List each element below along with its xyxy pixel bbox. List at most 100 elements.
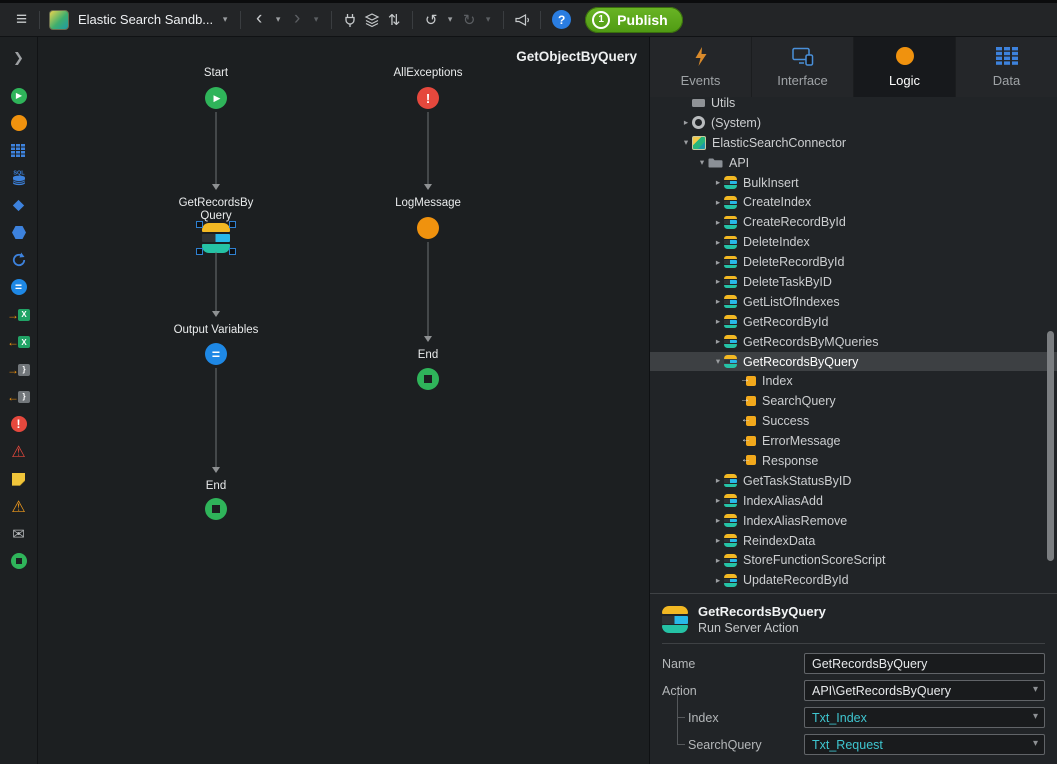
flow-node-end[interactable] bbox=[205, 498, 227, 520]
tree-item-gettaskstatusbyid[interactable]: ▸ GetTaskStatusByID bbox=[650, 471, 1057, 491]
exception-handler-icon[interactable]: ⚠ bbox=[11, 443, 26, 461]
aggregate-icon[interactable] bbox=[0, 137, 37, 164]
tree-expand-arrow[interactable]: ▸ bbox=[715, 216, 721, 227]
flow-connector-line[interactable] bbox=[215, 368, 217, 467]
flow-connector-line[interactable] bbox=[427, 112, 429, 184]
json-serialize-icon[interactable]: →} bbox=[0, 356, 37, 383]
flow-canvas[interactable]: GetObjectByQuery Start GetRecordsBy Query… bbox=[38, 37, 649, 764]
name-input[interactable]: GetRecordsByQuery bbox=[804, 653, 1045, 674]
tree-item-getrecordsbyquery[interactable]: ▾ GetRecordsByQuery bbox=[650, 351, 1057, 372]
tree-expand-arrow[interactable]: ▸ bbox=[715, 574, 721, 585]
module-dropdown-caret[interactable]: ▾ bbox=[222, 14, 228, 24]
redo-history-caret[interactable]: ▾ bbox=[485, 14, 491, 24]
help-button[interactable]: ? bbox=[552, 10, 572, 29]
tree-item-getlistofindexes[interactable]: ▸ GetListOfIndexes bbox=[650, 292, 1057, 312]
raise-exception-icon[interactable] bbox=[0, 411, 37, 438]
tree-item-updaterecordbyid[interactable]: ▸ UpdateRecordById bbox=[650, 570, 1057, 590]
tab-interface[interactable]: Interface bbox=[752, 37, 854, 97]
tree-item-response[interactable]: ← Response bbox=[650, 451, 1057, 471]
flow-node-getrecordsby-query[interactable] bbox=[196, 221, 236, 255]
tree-item--system-[interactable]: ▸ (System) bbox=[650, 113, 1057, 133]
tree-item-reindexdata[interactable]: ▸ ReindexData bbox=[650, 531, 1057, 551]
feedback-megaphone-icon[interactable] bbox=[511, 7, 533, 33]
trigger-icon[interactable]: ⚠ bbox=[11, 498, 26, 516]
selection-handle[interactable] bbox=[229, 248, 236, 255]
compare-merge-icon[interactable]: ⇅ bbox=[387, 11, 401, 29]
tree-expand-arrow[interactable]: ▸ bbox=[715, 515, 721, 526]
navigate-forward-button[interactable]: › bbox=[293, 8, 301, 29]
redo-button[interactable]: ↻ bbox=[462, 11, 476, 29]
tree-item-api[interactable]: ▾ API bbox=[650, 153, 1057, 173]
tree-item-createrecordbyid[interactable]: ▸ CreateRecordById bbox=[650, 212, 1057, 232]
forward-history-caret[interactable]: ▾ bbox=[313, 14, 319, 24]
tab-logic[interactable]: Logic bbox=[854, 37, 956, 97]
flow-connector-line[interactable] bbox=[215, 252, 217, 311]
start-icon[interactable] bbox=[0, 82, 37, 109]
tab-events[interactable]: Events bbox=[650, 37, 752, 97]
module-title[interactable]: Elastic Search Sandb... bbox=[78, 12, 214, 27]
tree-expand-arrow[interactable]: ▸ bbox=[715, 236, 721, 247]
layers-icon[interactable] bbox=[361, 7, 383, 33]
publish-button[interactable]: 1 Publish bbox=[585, 6, 683, 33]
tree-expand-arrow[interactable]: ▸ bbox=[715, 336, 721, 347]
tree-item-success[interactable]: ← Success bbox=[650, 411, 1057, 431]
json-deserialize-icon[interactable]: ←} bbox=[0, 383, 37, 410]
menu-icon[interactable]: ≡ bbox=[15, 8, 27, 30]
action-dropdown[interactable]: API\GetRecordsByQuery bbox=[804, 680, 1045, 701]
selection-handle[interactable] bbox=[196, 221, 203, 228]
debugger-plug-icon[interactable] bbox=[339, 7, 361, 33]
flow-connector-line[interactable] bbox=[427, 242, 429, 336]
tree-item-deletetaskbyid[interactable]: ▸ DeleteTaskByID bbox=[650, 272, 1057, 292]
tree-expand-arrow[interactable]: ▾ bbox=[683, 137, 689, 148]
record-list-to-excel-icon[interactable]: → X bbox=[0, 301, 37, 328]
tree-expand-arrow[interactable]: ▸ bbox=[715, 177, 721, 187]
flow-node-allexceptions[interactable] bbox=[417, 87, 439, 109]
tree-item-elasticsearchconnector[interactable]: ▾ ElasticSearchConnector bbox=[650, 133, 1057, 153]
searchquery-dropdown[interactable]: Txt_Request bbox=[804, 734, 1045, 755]
tree-expand-arrow[interactable]: ▸ bbox=[715, 256, 721, 267]
if-icon[interactable] bbox=[0, 192, 37, 219]
selection-handle[interactable] bbox=[196, 248, 203, 255]
assign-icon[interactable] bbox=[0, 274, 37, 301]
tree-expand-arrow[interactable]: ▸ bbox=[715, 535, 721, 546]
comment-icon[interactable] bbox=[0, 465, 37, 492]
tree-item-utils[interactable]: Utils bbox=[650, 97, 1057, 113]
tree-item-index[interactable]: → Index bbox=[650, 371, 1057, 391]
flow-node-start[interactable] bbox=[205, 87, 227, 109]
end-icon[interactable] bbox=[0, 548, 37, 575]
tree-item-deleteindex[interactable]: ▸ DeleteIndex bbox=[650, 232, 1057, 252]
tree-item-indexaliasadd[interactable]: ▸ IndexAliasAdd bbox=[650, 491, 1057, 511]
index-dropdown[interactable]: Txt_Index bbox=[804, 707, 1045, 728]
undo-history-caret[interactable]: ▾ bbox=[447, 14, 453, 24]
flow-connector-line[interactable] bbox=[215, 112, 217, 184]
tree-expand-arrow[interactable]: ▸ bbox=[715, 495, 721, 506]
tab-data[interactable]: Data bbox=[956, 37, 1057, 97]
tree-expand-arrow[interactable]: ▸ bbox=[715, 296, 721, 307]
excel-to-record-list-icon[interactable]: ← X bbox=[0, 329, 37, 356]
tree-expand-arrow[interactable]: ▸ bbox=[715, 276, 721, 287]
tree-item-getrecordbyid[interactable]: ▸ GetRecordById bbox=[650, 312, 1057, 332]
flow-node-logmessage[interactable] bbox=[417, 217, 439, 239]
tree-expand-arrow[interactable]: ▸ bbox=[715, 554, 721, 565]
switch-icon[interactable] bbox=[0, 219, 37, 246]
tree-expand-arrow[interactable]: ▾ bbox=[715, 356, 721, 367]
tree-item-getrecordsbymqueries[interactable]: ▸ GetRecordsByMQueries bbox=[650, 332, 1057, 352]
back-history-caret[interactable]: ▾ bbox=[275, 14, 281, 24]
tree-item-deleterecordbyid[interactable]: ▸ DeleteRecordById bbox=[650, 252, 1057, 272]
tree-item-storefunctionscorescript[interactable]: ▸ StoreFunctionScoreScript bbox=[650, 550, 1057, 570]
tree-expand-arrow[interactable]: ▸ bbox=[683, 117, 689, 128]
tree-item-createindex[interactable]: ▸ CreateIndex bbox=[650, 192, 1057, 212]
expand-toolbox-chevron-icon[interactable]: ❯ bbox=[13, 50, 24, 65]
tree-item-errormessage[interactable]: ← ErrorMessage bbox=[650, 431, 1057, 451]
tree-scrollbar-thumb[interactable] bbox=[1047, 331, 1054, 561]
flow-node-end[interactable] bbox=[417, 368, 439, 390]
tree-expand-arrow[interactable]: ▸ bbox=[715, 196, 721, 207]
send-email-icon[interactable]: ✉ bbox=[12, 525, 25, 543]
navigate-back-button[interactable]: ‹ bbox=[255, 8, 263, 29]
selection-handle[interactable] bbox=[229, 221, 236, 228]
tree-item-searchquery[interactable]: → SearchQuery bbox=[650, 391, 1057, 411]
tree-expand-arrow[interactable]: ▾ bbox=[699, 157, 705, 168]
flow-node-output-variables[interactable] bbox=[205, 343, 227, 365]
server-action-icon[interactable] bbox=[0, 109, 37, 136]
tree-expand-arrow[interactable]: ▸ bbox=[715, 475, 721, 486]
